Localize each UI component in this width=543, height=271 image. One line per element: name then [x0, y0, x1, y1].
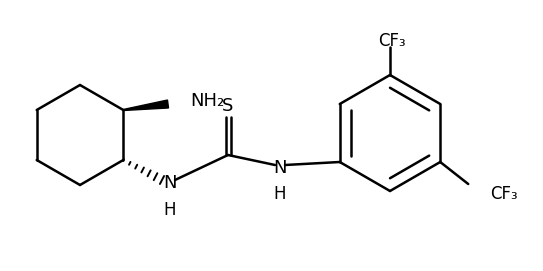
Text: CF₃: CF₃ — [378, 32, 406, 50]
Text: H: H — [274, 185, 286, 203]
Text: H: H — [164, 201, 176, 219]
Text: S: S — [222, 97, 233, 115]
Text: N: N — [273, 159, 287, 177]
Text: CF₃: CF₃ — [490, 185, 518, 203]
Polygon shape — [123, 100, 168, 111]
Text: N: N — [163, 174, 177, 192]
Text: NH₂: NH₂ — [190, 92, 224, 110]
